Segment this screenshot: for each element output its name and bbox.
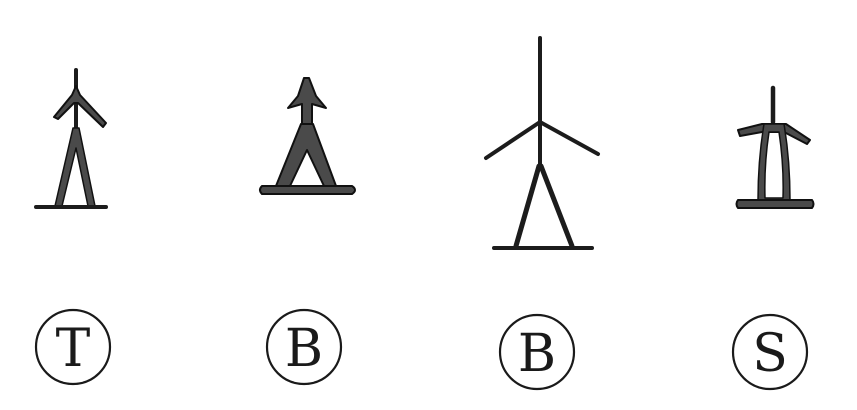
- figure-4-body: [757, 123, 791, 201]
- figure-4-stick: [735, 85, 815, 209]
- figure-1-stick: [34, 68, 108, 209]
- figure-4-base: [735, 199, 815, 209]
- label-3-circle: [498, 313, 576, 391]
- figure-1-legs: [54, 127, 96, 207]
- label-2-circle: [265, 308, 343, 386]
- figure-2-base: [259, 185, 356, 195]
- label-3: B: [498, 313, 576, 391]
- figure-2-head: [287, 77, 327, 129]
- figure-3-leg-left: [513, 163, 542, 249]
- label-3-letter: B: [518, 324, 556, 384]
- label-2: B: [265, 308, 343, 386]
- label-2-letter: B: [285, 319, 323, 379]
- label-1: T: [34, 308, 112, 386]
- figure-3-leg-right: [538, 163, 575, 249]
- figure-3-stick: [484, 36, 600, 250]
- label-4: S: [731, 313, 809, 391]
- figure-1-arms: [53, 85, 107, 128]
- figure-2-stick: [259, 77, 356, 195]
- label-1-circle: [34, 308, 112, 386]
- figure-2-legs: [275, 123, 337, 187]
- label-4-letter: S: [752, 324, 788, 384]
- label-4-circle: [731, 313, 809, 391]
- figure-3-arm-left: [484, 120, 542, 160]
- figure-3-arm-right: [538, 120, 600, 156]
- label-1-letter: T: [56, 319, 91, 379]
